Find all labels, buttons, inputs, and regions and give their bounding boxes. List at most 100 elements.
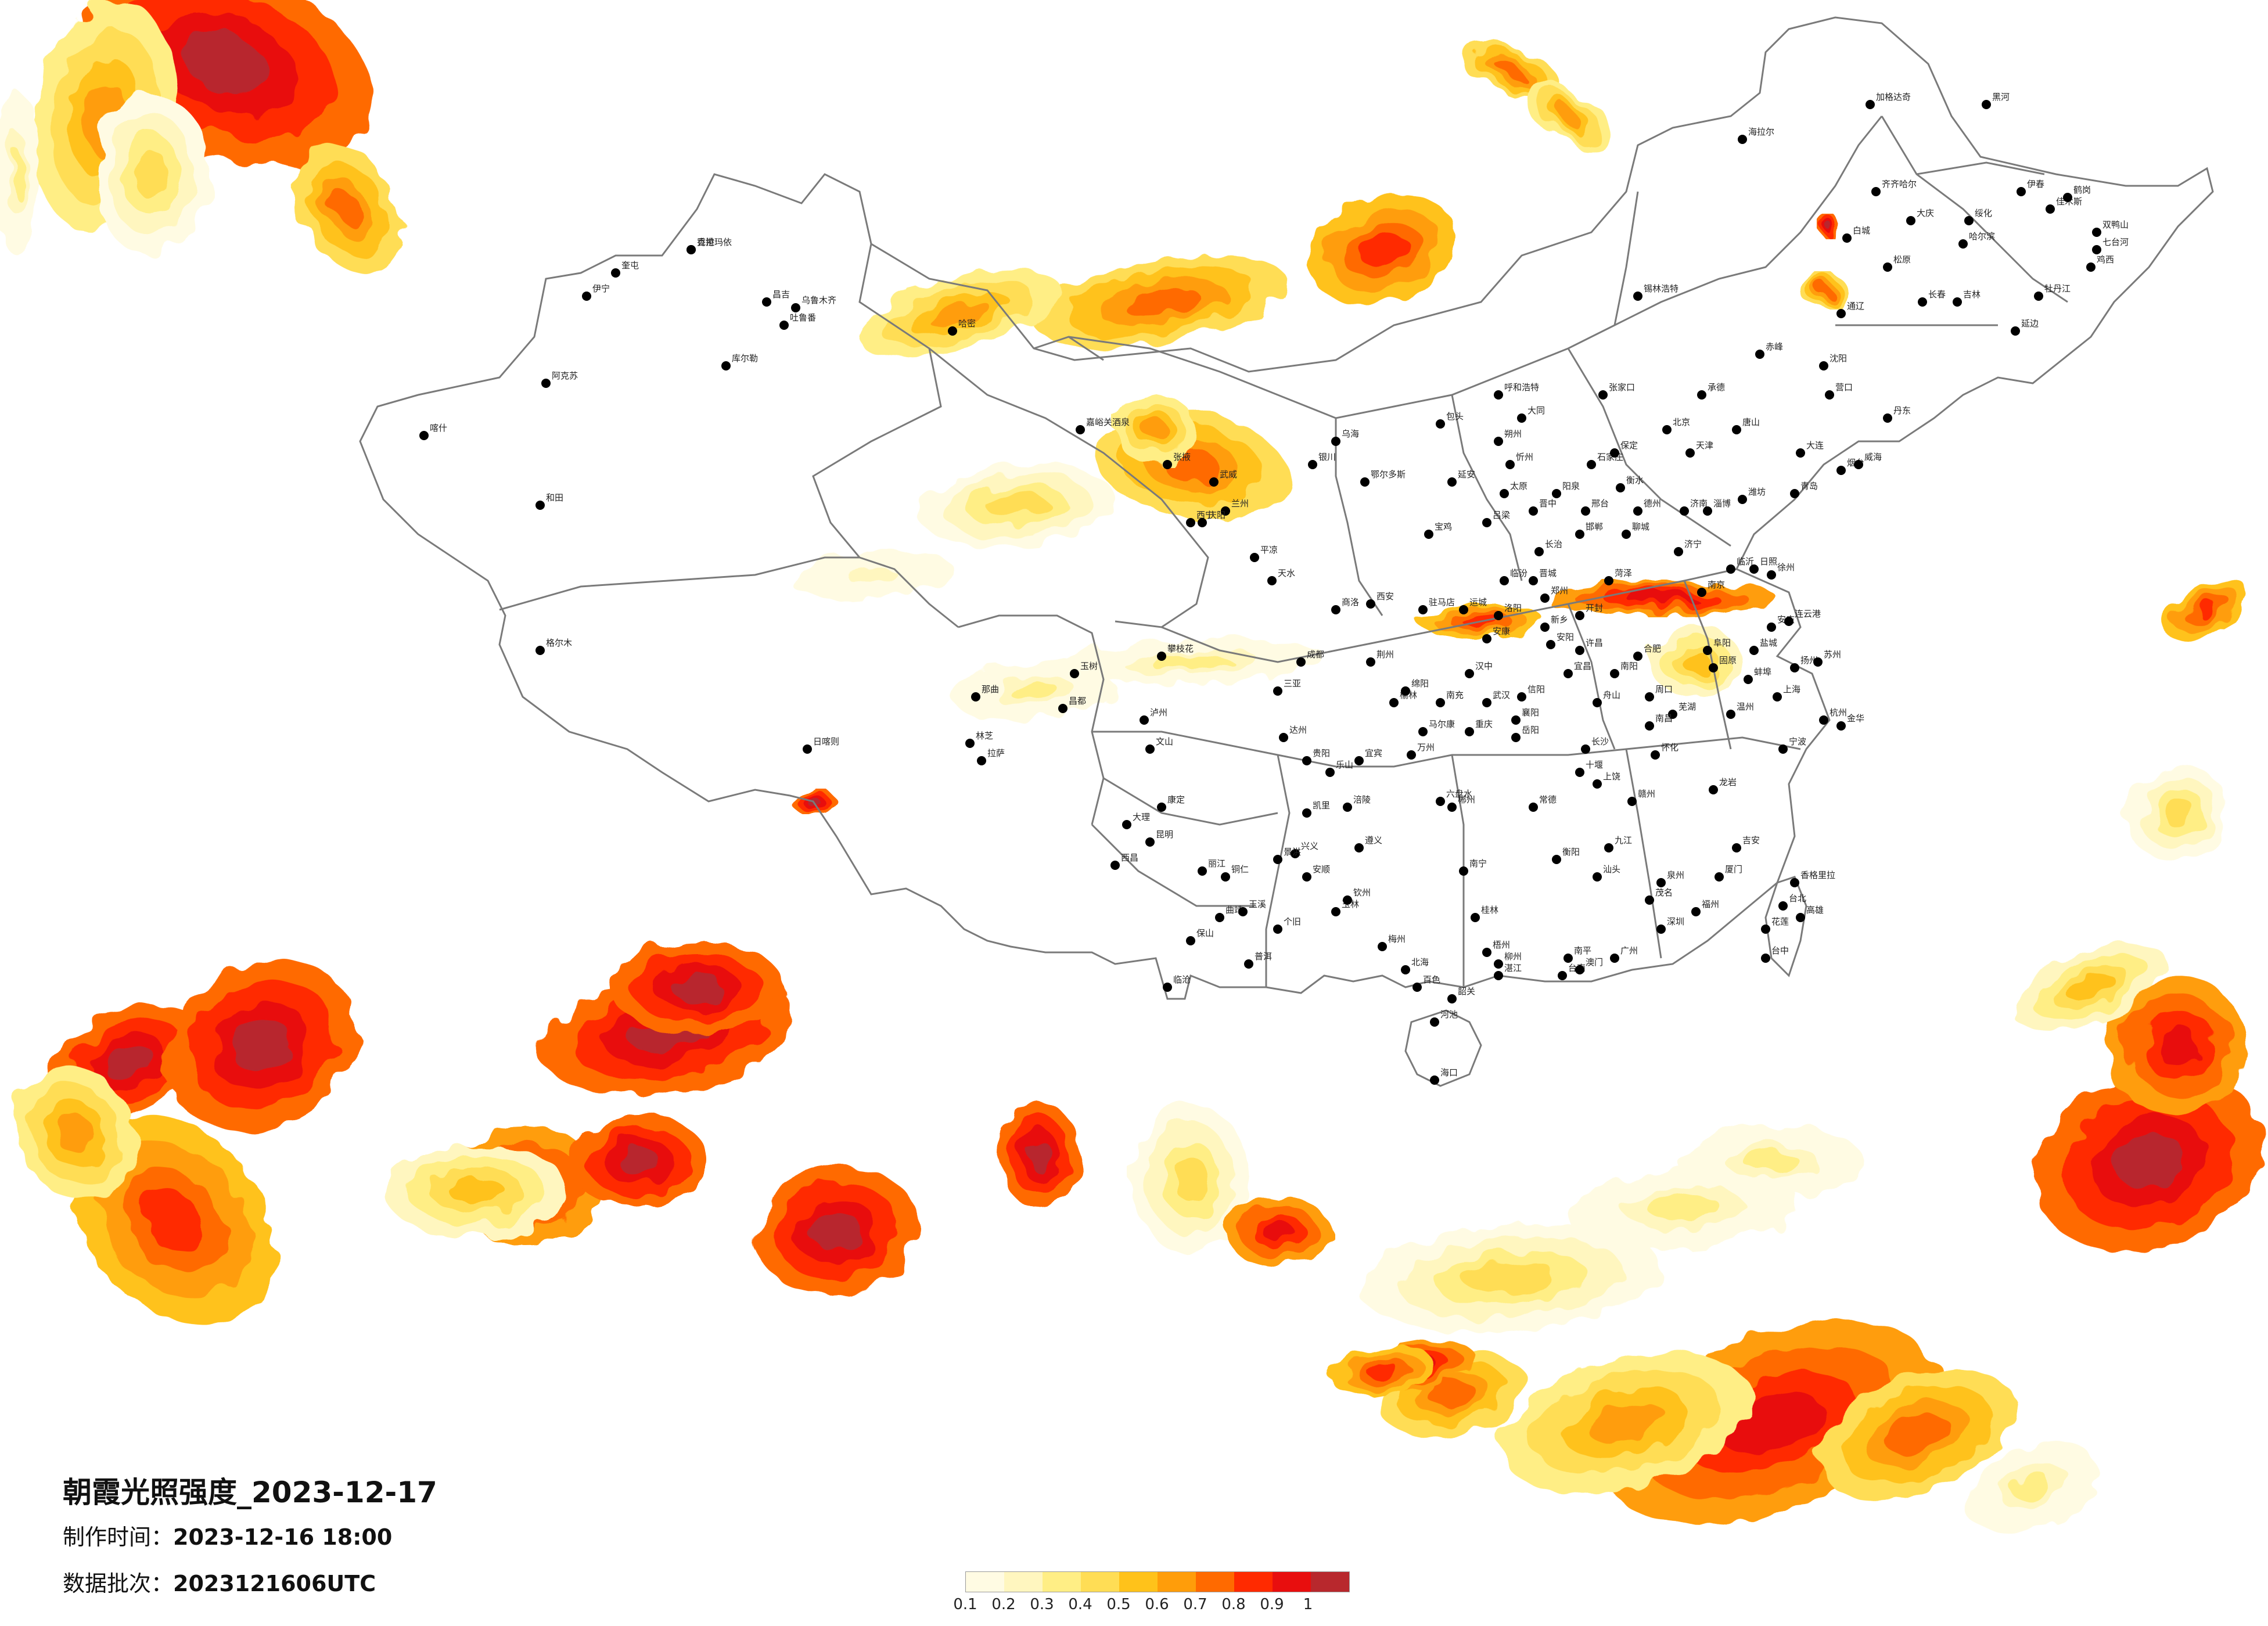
city-marker: 合肥: [1633, 643, 1661, 661]
city-dot: [1302, 756, 1311, 765]
city-marker: 宁波: [1778, 736, 1806, 754]
city-label: 潍坊: [1748, 487, 1766, 497]
city-label: 日照: [1760, 556, 1777, 567]
city-marker: 景洪: [1273, 847, 1301, 864]
city-label: 喀什: [430, 423, 447, 433]
city-label: 吕梁: [1493, 510, 1510, 520]
city-marker: 吕梁: [1482, 510, 1510, 527]
data-batch-label: 数据批次：: [63, 1571, 174, 1596]
city-dot: [1250, 553, 1259, 562]
city-label: 丽江: [1208, 858, 1225, 869]
city-dot: [1186, 518, 1195, 527]
city-marker: 苏州: [1813, 649, 1841, 667]
city-marker: 澳门: [1575, 957, 1603, 974]
city-marker: 乌海: [1331, 429, 1359, 446]
city-dot: [1744, 675, 1753, 684]
city-marker: 泸州: [1140, 707, 1167, 725]
city-label: 加格达奇: [1876, 92, 1911, 102]
city-marker: 阳泉: [1552, 481, 1580, 498]
city-dot: [2092, 228, 2101, 237]
city-label: 周口: [1655, 684, 1673, 695]
city-dot: [1581, 506, 1590, 516]
city-marker: 喀什: [419, 423, 447, 440]
intensity-patch: [2036, 1070, 2262, 1253]
city-dot: [1308, 460, 1317, 469]
city-label: 哈密: [958, 318, 976, 329]
city-dot: [1366, 657, 1375, 667]
city-label: 伊宁: [592, 283, 610, 294]
city-dot: [1587, 460, 1596, 469]
city-marker: 高雄: [1796, 905, 1824, 922]
intensity-level: [332, 189, 365, 229]
city-label: 安顺: [1313, 864, 1330, 875]
city-marker: 齐齐哈尔: [1871, 179, 1917, 196]
city-dot: [1354, 843, 1364, 852]
city-marker: 菏泽: [1604, 568, 1632, 585]
city-dot: [1749, 646, 1759, 655]
city-label: 常德: [1539, 794, 1557, 805]
legend-swatch: [1196, 1572, 1234, 1592]
city-marker: 北京: [1662, 417, 1690, 434]
city-dot: [1871, 187, 1881, 196]
city-label: 六盘水: [1446, 789, 1472, 799]
intensity-level: [1009, 682, 1058, 700]
city-label: 唐山: [1742, 417, 1760, 427]
city-label: 包头: [1446, 411, 1464, 422]
intensity-patch: [2013, 944, 2169, 1030]
city-label: 九江: [1615, 835, 1632, 846]
city-marker: 大同: [1517, 405, 1545, 423]
city-label: 汉中: [1475, 661, 1493, 671]
city-marker: 常德: [1529, 794, 1557, 812]
city-dot: [1732, 843, 1741, 852]
city-marker: 西宁: [1186, 510, 1214, 527]
city-marker: 哈尔滨: [1958, 231, 1995, 249]
city-marker: 临沧: [1163, 974, 1191, 992]
city-marker: 济南: [1680, 498, 1708, 516]
city-label: 营口: [1835, 382, 1853, 393]
city-marker: 广州: [1610, 945, 1638, 963]
intensity-level: [1826, 223, 1833, 230]
city-dot: [1604, 843, 1613, 852]
intensity-patch: [999, 1103, 1080, 1208]
city-dot: [1767, 623, 1776, 632]
city-dot: [1575, 768, 1584, 777]
city-marker: 成都: [1296, 649, 1324, 667]
city-label: 荆州: [1376, 649, 1394, 660]
city-label: 赤峰: [1766, 341, 1783, 352]
city-label: 郑州: [1551, 585, 1568, 596]
city-dot: [582, 292, 591, 301]
intensity-patch: [1526, 85, 1611, 147]
city-marker: 郴州: [1447, 794, 1475, 812]
city-dot: [1703, 506, 1712, 516]
intensity-patch: [1133, 1103, 1249, 1254]
city-label: 菏泽: [1615, 568, 1632, 578]
city-marker: 七台河: [2092, 237, 2129, 254]
intensity-level: [1429, 1381, 1475, 1406]
city-label: 七台河: [2102, 237, 2129, 247]
city-dot: [1738, 495, 1747, 504]
city-marker: 重庆: [1465, 719, 1493, 736]
city-marker: 徐州: [1767, 562, 1795, 580]
city-label: 洛阳: [1504, 603, 1522, 613]
city-label: 上饶: [1603, 771, 1620, 782]
xinjiang-border: [812, 243, 959, 628]
intensity-patch: [383, 1144, 569, 1237]
city-label: 河池: [1440, 1009, 1458, 1020]
city-label: 十堰: [1586, 760, 1603, 770]
city-marker: 长治: [1534, 539, 1562, 556]
city-label: 玉溪: [1249, 899, 1266, 909]
city-dot: [1662, 425, 1672, 434]
city-dot: [1494, 611, 1503, 620]
intensity-patch: [1331, 1346, 1434, 1395]
intensity-patch: [1309, 194, 1455, 305]
city-marker: 三亚: [1273, 678, 1301, 696]
city-label: 泸州: [1150, 707, 1167, 718]
city-dot: [1540, 593, 1550, 603]
city-dot: [1140, 715, 1149, 725]
city-dot: [1680, 506, 1689, 516]
city-label: 吉安: [1742, 835, 1760, 846]
city-dot: [1622, 530, 1631, 539]
city-label: 双鸭山: [2102, 220, 2129, 230]
city-marker: 台中: [1761, 945, 1789, 963]
city-marker: 蚌埠: [1744, 667, 1771, 684]
